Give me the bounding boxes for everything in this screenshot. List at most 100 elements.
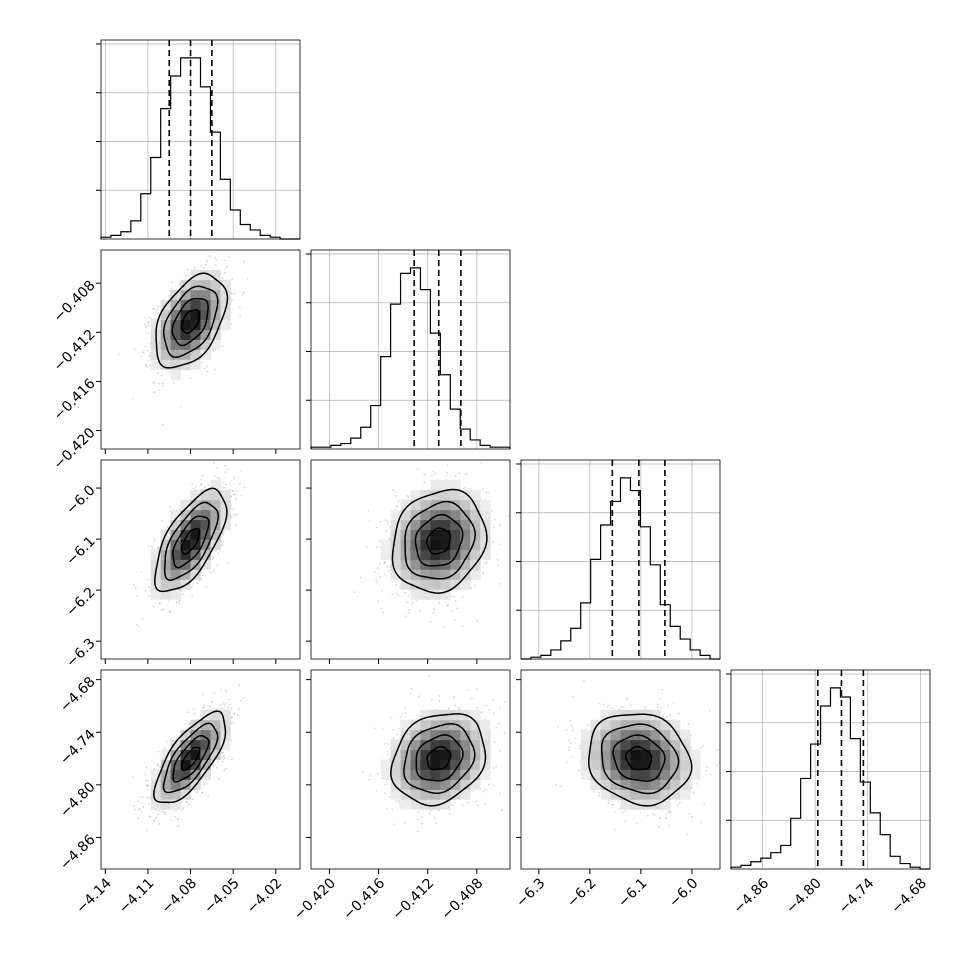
scatter-point	[461, 625, 464, 627]
scatter-point	[429, 621, 432, 623]
density-cell	[400, 559, 411, 570]
density-cell	[430, 569, 441, 580]
scatter-point	[211, 557, 214, 560]
density-cell	[160, 569, 171, 580]
scatter-point	[462, 596, 464, 599]
density-cell	[180, 509, 191, 521]
density-cell	[460, 529, 471, 540]
scatter-point	[144, 773, 147, 776]
scatter-point	[162, 424, 164, 426]
density-cell	[450, 519, 461, 530]
density-cell	[220, 519, 231, 530]
contour-2-0-0	[180, 527, 201, 556]
scatter-point	[158, 546, 161, 549]
scatter-point	[193, 265, 195, 268]
scatter-point	[226, 468, 229, 471]
scatter-point	[157, 305, 160, 308]
scatter-point	[214, 257, 216, 260]
scatter-point	[231, 278, 234, 281]
scatter-point	[203, 367, 206, 370]
scatter-point	[446, 604, 449, 607]
density-cell	[170, 519, 181, 530]
scatter-point	[218, 477, 221, 480]
density-cell	[450, 549, 461, 560]
scatter-point	[233, 292, 236, 295]
scatter-point	[178, 602, 180, 605]
scatter-point	[170, 287, 173, 290]
scatter-point	[380, 608, 383, 610]
scatter-point	[233, 513, 236, 516]
density-cell	[200, 279, 211, 291]
scatter-point	[202, 267, 205, 269]
scatter-point	[407, 496, 410, 498]
scatter-point	[485, 562, 488, 565]
scatter-point	[205, 585, 208, 588]
density-cell	[160, 559, 171, 570]
density-cell	[220, 309, 231, 321]
density-cell	[440, 479, 451, 491]
scatter-point	[388, 537, 391, 540]
scatter-point	[168, 610, 171, 613]
density-cell	[220, 279, 231, 291]
scatter-point	[389, 568, 391, 571]
scatter-point	[387, 523, 390, 526]
scatter-point	[189, 377, 192, 380]
scatter-panel-2-0	[96, 459, 301, 664]
density-cell	[470, 509, 481, 521]
density-cell	[170, 339, 181, 350]
scatter-point	[184, 275, 187, 277]
density-cell	[160, 349, 171, 360]
scatter-point	[225, 487, 227, 489]
histogram-0	[100, 57, 300, 240]
density-cell	[180, 289, 191, 301]
scatter-point	[492, 540, 494, 543]
density-cell	[170, 309, 181, 321]
scatter-point	[219, 232, 221, 234]
scatter-point	[451, 610, 454, 612]
density-cell	[220, 299, 231, 311]
scatter-point	[209, 705, 212, 708]
scatter-point	[212, 555, 215, 558]
scatter-point	[228, 703, 231, 706]
scatter-point	[391, 593, 394, 596]
density-cell	[170, 319, 181, 330]
scatter-point	[196, 582, 199, 585]
scatter-point	[375, 526, 378, 529]
density-cell	[210, 509, 221, 521]
scatter-point	[203, 704, 206, 707]
density-cell	[210, 289, 221, 301]
scatter-point	[499, 524, 501, 526]
scatter-point	[396, 505, 398, 508]
scatter-point	[375, 546, 378, 548]
density-cell	[480, 529, 491, 540]
scatter-point	[397, 500, 400, 503]
scatter-point	[173, 382, 175, 385]
scatter-point	[383, 573, 386, 576]
scatter-point	[222, 486, 225, 489]
scatter-point	[140, 355, 143, 358]
density-cell	[180, 569, 191, 580]
density-cell	[450, 539, 461, 550]
density-cell	[180, 499, 191, 511]
density-cell	[480, 549, 491, 560]
scatter-point	[234, 493, 236, 496]
contour-2-1-2	[404, 500, 476, 580]
scatter-point	[153, 308, 156, 311]
scatter-point	[147, 332, 150, 334]
scatter-point	[379, 540, 381, 543]
density-cell	[160, 359, 171, 370]
density-cell	[460, 569, 471, 580]
density-cell	[390, 509, 401, 521]
scatter-point	[201, 361, 204, 364]
density-cell	[390, 559, 401, 570]
scatter-point	[234, 523, 237, 526]
density-cell	[200, 499, 211, 511]
scatter-point	[152, 381, 155, 384]
density-cell	[160, 329, 171, 340]
scatter-point	[187, 268, 190, 271]
scatter-point	[200, 478, 203, 481]
scatter-point	[389, 525, 391, 528]
scatter-point	[386, 520, 389, 523]
density-cell	[430, 559, 441, 570]
scatter-point	[224, 267, 227, 270]
